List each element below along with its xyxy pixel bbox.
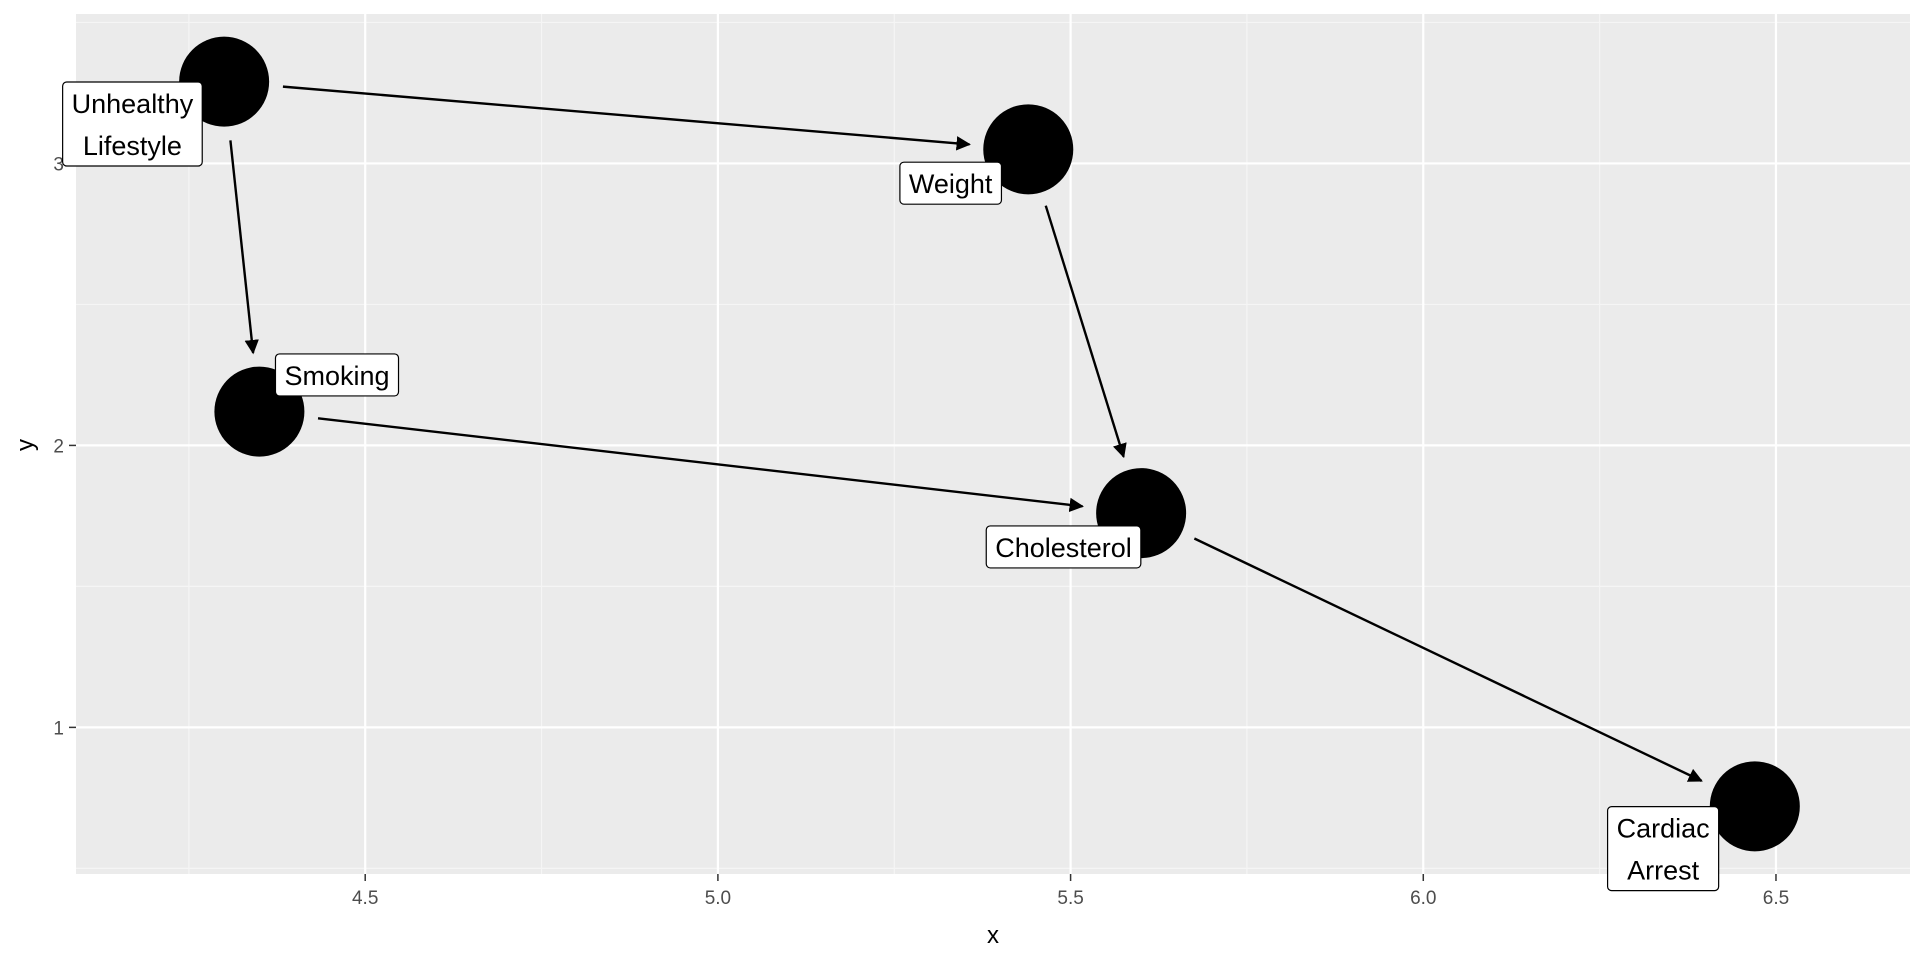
x-axis-ticks: 4.5 5.0 5.5 6.0 6.5 [352,874,1789,909]
y-tick-label: 1 [53,718,64,739]
major-gridlines [76,14,1910,874]
edge-unhealthy-to-smoking [229,140,259,355]
node-label-text: Weight [909,169,993,199]
node-label-box [899,161,1003,205]
node-label-text: Cholesterol [995,533,1132,563]
node-cardiac [1709,761,1800,852]
node-label-text: Unhealthy [72,89,194,119]
node-labels-layer: Unhealthy Lifestyle Weight Smoking Cholester… [62,81,1720,892]
x-tick-label: 6.5 [1763,888,1789,909]
node-label-cholesterol: Cholesterol [985,525,1142,569]
edges-layer [229,85,1703,782]
y-tick-label: 2 [53,436,64,457]
node-label-text: Lifestyle [83,131,182,161]
node-label-box [62,81,203,167]
node-label-box [985,525,1142,569]
y-axis-title: y [12,439,39,451]
x-tick-label: 5.5 [1057,888,1083,909]
node-label-box [274,353,400,397]
edge-cholesterol-to-cardiac [1193,537,1703,782]
node-label-text: Smoking [284,361,389,391]
x-tick-label: 6.0 [1410,888,1436,909]
node-label-text: Arrest [1627,856,1700,886]
x-axis-title: x [987,922,999,949]
node-label-box [1606,806,1720,892]
node-label-unhealthy: Unhealthy Lifestyle [62,81,203,167]
edge-weight-to-cholesterol [1044,205,1127,459]
edge-smoking-to-cholesterol [317,417,1084,513]
y-axis-ticks: 1 2 3 [53,154,76,739]
x-tick-label: 5.0 [705,888,731,909]
node-label-cardiac: Cardiac Arrest [1606,806,1720,892]
y-tick-label: 3 [53,154,64,175]
node-label-text: Cardiac [1617,814,1710,844]
edge-unhealthy-to-weight [282,85,971,151]
node-weight [983,104,1074,195]
node-label-smoking: Smoking [274,353,400,397]
node-label-weight: Weight [899,161,1003,205]
x-tick-label: 4.5 [352,888,378,909]
